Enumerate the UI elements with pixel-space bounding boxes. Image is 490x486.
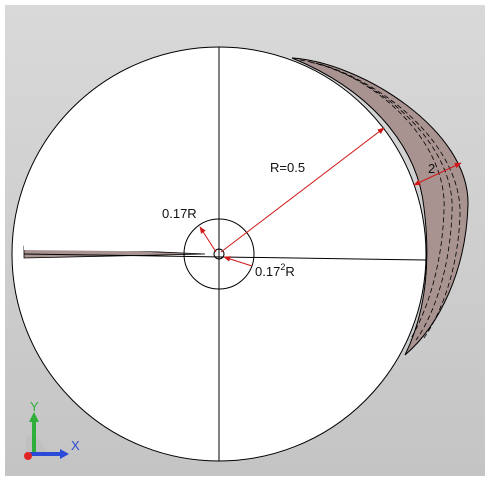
triad-x-label: X — [71, 438, 80, 453]
innermost-radius-suffix: R — [285, 264, 294, 279]
axis-triad: Y X — [24, 399, 80, 460]
cylinder-side-surface — [291, 57, 469, 356]
slit-gap — [24, 245, 205, 252]
innermost-circle — [213, 248, 225, 260]
inner-radius-arrow — [199, 226, 217, 253]
inner-radius-label: 0.17R — [162, 206, 197, 221]
length-arrow — [413, 162, 462, 186]
triad-y-label: Y — [30, 399, 39, 414]
radius-arrow — [220, 127, 385, 253]
innermost-radius-arrow — [223, 256, 253, 267]
innermost-radius-exponent: 2 — [280, 262, 285, 272]
inner-circle — [183, 218, 255, 290]
cylinder-inner-contours — [299, 59, 461, 341]
triad-y-arrowhead — [29, 412, 39, 422]
length-label: 2 — [428, 161, 435, 176]
innermost-radius-label: 0.172R — [255, 262, 295, 279]
triad-z-axis — [24, 452, 32, 460]
radius-label: R=0.5 — [270, 160, 305, 175]
innermost-radius-base: 0.17 — [255, 264, 280, 279]
triad-x-arrowhead — [60, 449, 69, 459]
